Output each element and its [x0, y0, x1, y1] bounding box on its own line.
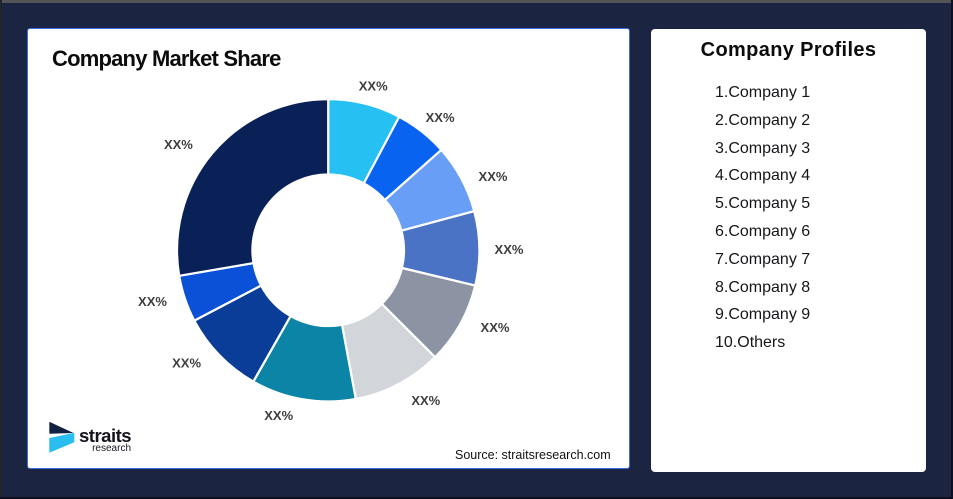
svg-text:XX%: XX%	[172, 356, 201, 371]
svg-text:XX%: XX%	[138, 294, 167, 309]
svg-text:XX%: XX%	[359, 79, 388, 94]
svg-text:XX%: XX%	[495, 242, 524, 257]
svg-text:XX%: XX%	[411, 393, 440, 408]
svg-text:XX%: XX%	[481, 320, 510, 335]
svg-text:Source: straitsresearch.com: Source: straitsresearch.com	[455, 448, 611, 462]
svg-text:XX%: XX%	[264, 408, 293, 423]
svg-text:research: research	[92, 443, 131, 454]
svg-text:XX%: XX%	[164, 137, 193, 152]
svg-text:straits: straits	[79, 425, 131, 446]
svg-text:XX%: XX%	[479, 169, 508, 184]
svg-text:XX%: XX%	[426, 110, 455, 125]
